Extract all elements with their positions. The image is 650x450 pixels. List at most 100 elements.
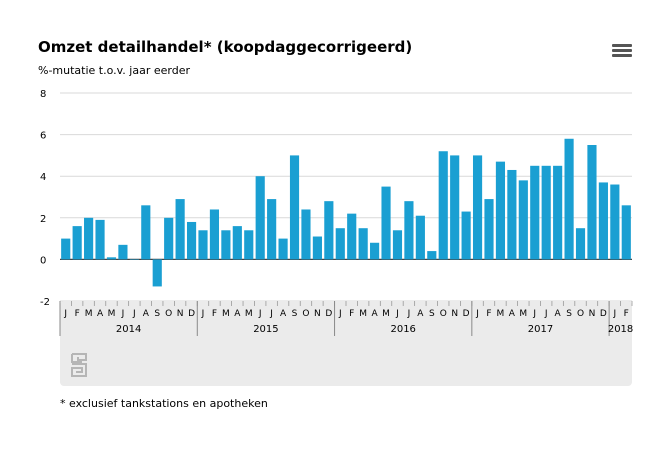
x-tick-label: D (188, 309, 195, 319)
x-tick-label: J (338, 309, 342, 319)
x-tick-label: J (475, 309, 479, 319)
y-tick-label: -2 (40, 297, 50, 308)
bar (553, 165, 563, 260)
bar (598, 182, 608, 260)
bar (95, 219, 105, 260)
bar (484, 199, 494, 260)
chart-title: Omzet detailhandel* (koopdaggecorrigeerd… (38, 38, 413, 56)
x-tick-label: J (613, 309, 617, 319)
bar (152, 259, 162, 287)
bar (587, 145, 597, 260)
bar (450, 155, 460, 260)
bar (427, 251, 437, 260)
bar (255, 176, 265, 260)
bar (244, 230, 254, 260)
x-tick-label: A (555, 309, 562, 319)
chart-subtitle: %-mutatie t.o.v. jaar eerder (38, 64, 190, 77)
bar (301, 209, 311, 260)
bar (141, 205, 151, 260)
year-label: 2015 (253, 324, 278, 335)
bar (209, 209, 220, 260)
x-tick-label: N (314, 309, 321, 319)
x-tick-label: A (372, 309, 379, 319)
y-tick-label: 4 (40, 172, 46, 183)
bar (84, 217, 94, 260)
year-label: 2014 (116, 324, 141, 335)
bar (564, 138, 574, 260)
x-tick-label: M (222, 309, 230, 319)
bar (335, 228, 345, 260)
bar (289, 155, 300, 260)
x-tick-label: S (566, 309, 572, 319)
x-tick-label: F (349, 309, 354, 319)
y-tick-label: 6 (40, 131, 46, 142)
x-tick-label: J (258, 309, 262, 319)
x-tick-label: S (429, 309, 435, 319)
y-tick-label: 0 (40, 255, 46, 266)
footnote: * exclusief tankstations en apotheken (60, 397, 268, 410)
bar (198, 230, 208, 260)
x-tick-label: M (497, 309, 505, 319)
bar (106, 257, 117, 260)
bar (186, 221, 197, 260)
bar (175, 199, 185, 260)
x-tick-label: M (382, 309, 390, 319)
bar (347, 213, 357, 260)
x-tick-label: S (154, 309, 160, 319)
bar (507, 169, 517, 260)
bar (61, 238, 71, 260)
x-tick-label: D (325, 309, 332, 319)
year-label: 2016 (390, 324, 415, 335)
bar (118, 244, 128, 260)
bar (232, 226, 242, 260)
bar (72, 226, 82, 260)
x-tick-label: J (544, 309, 548, 319)
bar (404, 201, 414, 260)
bar (621, 205, 631, 260)
y-tick-label: 2 (40, 214, 46, 225)
x-tick-label: J (269, 309, 273, 319)
x-tick-label: J (395, 309, 399, 319)
x-tick-label: F (486, 309, 491, 319)
bar (541, 165, 551, 260)
x-tick-label: J (407, 309, 411, 319)
x-tick-label: J (63, 309, 67, 319)
cbs-logo (71, 353, 87, 377)
bar (381, 186, 391, 260)
x-tick-label: M (359, 309, 367, 319)
x-tick-label: F (212, 309, 217, 319)
bar (312, 236, 322, 260)
x-tick-label: O (165, 309, 172, 319)
x-tick-label: J (201, 309, 205, 319)
bar (358, 228, 368, 260)
x-tick-label: A (417, 309, 424, 319)
bar (392, 230, 403, 260)
x-axis-band (60, 301, 632, 386)
x-tick-label: N (589, 309, 596, 319)
bar (278, 238, 288, 260)
x-tick-label: N (177, 309, 184, 319)
x-tick-label: A (97, 309, 104, 319)
x-tick-label: A (509, 309, 516, 319)
bar (267, 199, 277, 260)
bar (438, 151, 448, 260)
bar (370, 242, 380, 260)
y-tick-label: 8 (40, 89, 46, 100)
x-tick-label: J (121, 309, 125, 319)
bar (164, 217, 174, 260)
bar (575, 228, 586, 260)
bar (495, 161, 506, 260)
bar (415, 215, 425, 260)
x-tick-label: N (451, 309, 458, 319)
x-tick-label: O (577, 309, 584, 319)
x-tick-label: M (245, 309, 253, 319)
bar (129, 259, 139, 260)
bar (324, 201, 334, 260)
x-tick-label: A (234, 309, 241, 319)
year-label: 2017 (528, 324, 553, 335)
x-tick-label: J (532, 309, 536, 319)
x-tick-label: F (624, 309, 629, 319)
hamburger-menu-icon[interactable] (612, 44, 632, 62)
x-tick-label: M (108, 309, 116, 319)
